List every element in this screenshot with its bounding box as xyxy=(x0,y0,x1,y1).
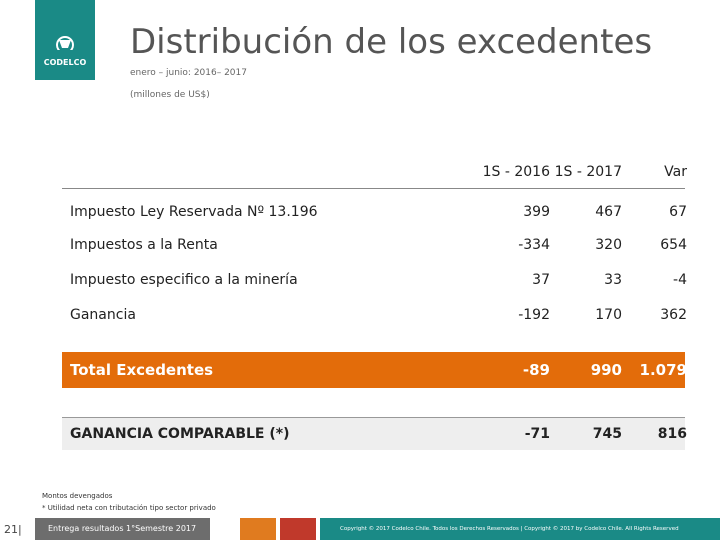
note: Montos devengados xyxy=(42,492,113,500)
logo-box: CODELCO xyxy=(35,0,95,80)
header-row: 1S - 2016 1S - 2017 Var xyxy=(62,156,687,189)
cell-value: 990 xyxy=(590,361,622,379)
cell-value: -4 xyxy=(673,272,687,288)
cell-value: 654 xyxy=(660,237,687,253)
note: * Utilidad neta con tributación tipo sec… xyxy=(42,504,216,512)
column-header: 1S - 2017 xyxy=(554,164,622,180)
table-row: Ganancia -192 170 362 xyxy=(62,299,687,331)
footer-bar xyxy=(35,518,210,540)
cell-value: 467 xyxy=(595,204,622,220)
column-header: Var xyxy=(664,164,687,180)
footer-block xyxy=(280,518,316,540)
cell-value: 745 xyxy=(592,426,622,442)
cell-value: -334 xyxy=(518,237,550,253)
logo-text: CODELCO xyxy=(43,58,87,67)
units: (millones de US$) xyxy=(130,90,210,100)
cell-value: 37 xyxy=(532,272,550,288)
table-row: Impuesto Ley Reservada Nº 13.196 399 467 67 xyxy=(62,196,687,228)
cell-value: -71 xyxy=(524,426,550,442)
cell-value: 170 xyxy=(595,307,622,323)
page-number: 21| xyxy=(4,523,22,536)
subtitle: enero – junio: 2016– 2017 xyxy=(130,68,247,78)
footer-block xyxy=(240,518,276,540)
row-label: Ganancia xyxy=(70,307,136,323)
cell-value: 1.079 xyxy=(639,361,687,379)
column-header: 1S - 2016 xyxy=(482,164,550,180)
cell-value: 33 xyxy=(604,272,622,288)
row-label: GANANCIA COMPARABLE (*) xyxy=(70,426,290,442)
cell-value: 399 xyxy=(523,204,550,220)
cell-value: 362 xyxy=(660,307,687,323)
logo-icon xyxy=(56,36,74,54)
cell-value: -89 xyxy=(522,361,550,379)
row-label: Impuestos a la Renta xyxy=(70,237,218,253)
cell-value: 816 xyxy=(657,426,687,442)
cell-value: -192 xyxy=(518,307,550,323)
table-row: GANANCIA COMPARABLE (*) -71 745 816 xyxy=(62,417,687,450)
table-row: Impuestos a la Renta -334 320 654 xyxy=(62,229,687,261)
row-label: Impuesto Ley Reservada Nº 13.196 xyxy=(70,204,318,220)
cell-value: 67 xyxy=(669,204,687,220)
copyright: Copyright © 2017 Codelco Chile. Todos lo… xyxy=(340,526,679,532)
footer-bar xyxy=(320,518,720,540)
row-label: Impuesto especifico a la minería xyxy=(70,272,298,288)
title: Distribución de los excedentes xyxy=(130,22,653,62)
table-row: Impuesto especifico a la minería 37 33 -4 xyxy=(62,264,687,296)
footer-label: Entrega resultados 1°Semestre 2017 xyxy=(48,524,197,533)
cell-value: 320 xyxy=(595,237,622,253)
row-label: Total Excedentes xyxy=(70,361,214,379)
table-row: Total Excedentes -89 990 1.079 xyxy=(62,352,687,388)
